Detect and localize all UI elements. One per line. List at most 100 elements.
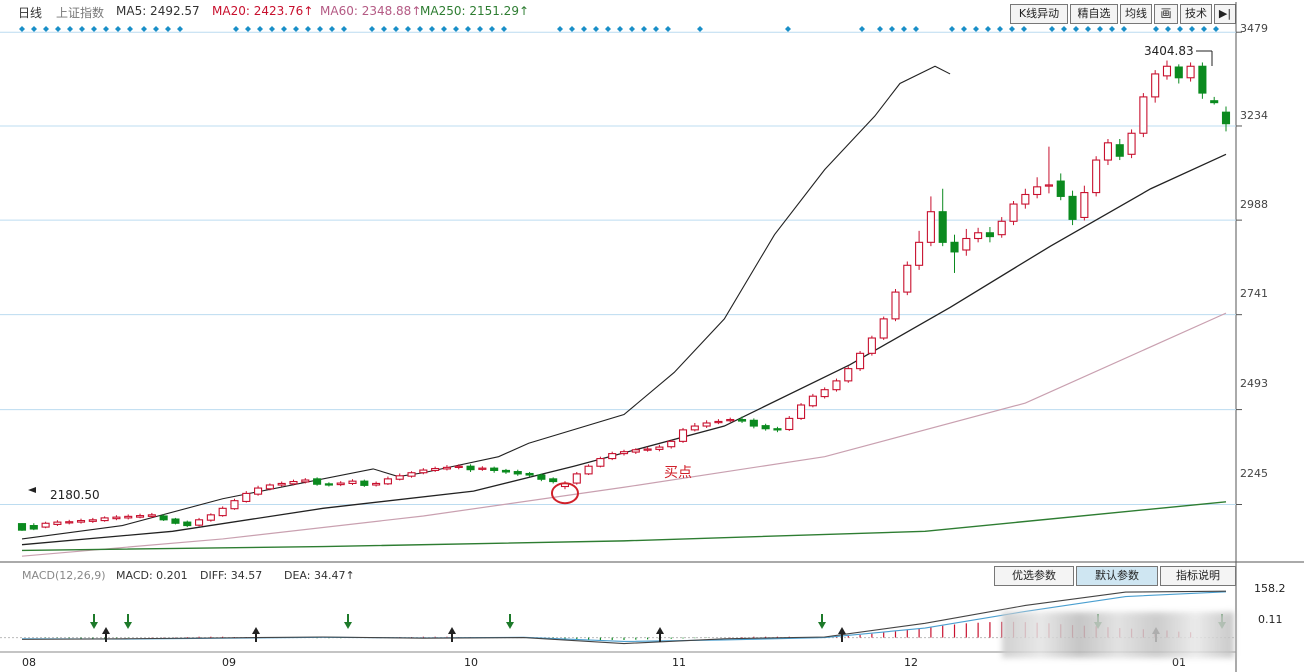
candle-body bbox=[289, 480, 298, 485]
candle bbox=[171, 517, 180, 525]
candle bbox=[1009, 200, 1018, 226]
indicator-help-button[interactable]: 指标说明 bbox=[1160, 566, 1236, 586]
candle-body bbox=[926, 211, 935, 243]
candle-body bbox=[301, 479, 310, 483]
my-watchlist-button[interactable]: 精自选 bbox=[1070, 4, 1118, 24]
signal-dot bbox=[369, 26, 375, 32]
signal-dot bbox=[43, 26, 49, 32]
dea-value: DEA: 34.47↑ bbox=[284, 569, 355, 582]
candle bbox=[797, 403, 806, 420]
candle bbox=[490, 466, 499, 473]
candle-body bbox=[797, 404, 806, 419]
signal-dot bbox=[961, 26, 967, 32]
macd-value: MACD: 0.201 bbox=[116, 569, 188, 582]
signal-dot bbox=[901, 26, 907, 32]
candle bbox=[844, 366, 853, 383]
macd-params: MACD(12,26,9) bbox=[22, 569, 106, 582]
candle-body bbox=[277, 482, 286, 486]
signal-dot bbox=[453, 26, 459, 32]
candle-body bbox=[100, 517, 109, 522]
candle bbox=[655, 444, 664, 452]
x-tick-label: 09 bbox=[222, 656, 236, 669]
candle bbox=[572, 471, 581, 485]
candle bbox=[348, 479, 357, 485]
x-tick-label: 08 bbox=[22, 656, 36, 669]
low-marker-arrow bbox=[28, 487, 36, 493]
signal-dot bbox=[913, 26, 919, 32]
candle-body bbox=[1092, 159, 1101, 194]
candle bbox=[301, 478, 310, 484]
candle-body bbox=[596, 458, 605, 467]
jump-end-button[interactable]: ▶| bbox=[1214, 4, 1236, 24]
optimized-params-button[interactable]: 优选参数 bbox=[994, 566, 1074, 586]
kline-alert-button[interactable]: K线异动 bbox=[1010, 4, 1068, 24]
candle-body bbox=[1033, 186, 1042, 196]
candle-body bbox=[442, 466, 451, 470]
candle-body bbox=[785, 417, 794, 431]
indicator-button[interactable]: 技术 bbox=[1180, 4, 1212, 24]
candle bbox=[631, 448, 640, 454]
signal-dot bbox=[127, 26, 133, 32]
signal-dot bbox=[1097, 26, 1103, 32]
candle bbox=[525, 471, 534, 477]
signal-dot bbox=[465, 26, 471, 32]
candle-body bbox=[242, 492, 251, 502]
ma60-readout: MA60: 2348.88↑ bbox=[320, 4, 422, 18]
candle-body bbox=[230, 500, 239, 510]
candle bbox=[112, 515, 121, 521]
candle-body bbox=[147, 514, 156, 517]
diff-value: DIFF: 34.57 bbox=[200, 569, 263, 582]
candle-body bbox=[1139, 96, 1148, 134]
signal-dot bbox=[1201, 26, 1207, 32]
candle-body bbox=[1210, 100, 1219, 104]
signal-dot bbox=[557, 26, 563, 32]
candle-body bbox=[466, 465, 475, 471]
ma-button[interactable]: 均线 bbox=[1120, 4, 1152, 24]
candle bbox=[265, 483, 274, 491]
signal-dot bbox=[889, 26, 895, 32]
candle bbox=[124, 514, 133, 520]
signal-dot bbox=[973, 26, 979, 32]
low-price-label: 2180.50 bbox=[50, 488, 100, 502]
signal-dot bbox=[405, 26, 411, 32]
candle bbox=[537, 473, 546, 482]
candle bbox=[478, 466, 487, 471]
y-tick-label: 2741 bbox=[1240, 287, 1268, 300]
candle-body bbox=[372, 482, 381, 486]
candle-body bbox=[17, 523, 27, 531]
candle bbox=[820, 387, 829, 399]
signal-dot bbox=[593, 26, 599, 32]
signal-dot bbox=[1009, 26, 1015, 32]
default-params-button[interactable]: 默认参数 bbox=[1076, 566, 1158, 586]
candle-body bbox=[171, 518, 180, 524]
candle bbox=[218, 506, 227, 517]
signal-dot bbox=[393, 26, 399, 32]
candle bbox=[1103, 138, 1113, 166]
signal-dot bbox=[329, 26, 335, 32]
candle-body bbox=[631, 449, 640, 453]
candle bbox=[230, 498, 239, 510]
index-name: 上证指数 bbox=[56, 6, 105, 20]
x-tick-label: 10 bbox=[464, 656, 478, 669]
candle-body bbox=[737, 418, 747, 422]
signal-dot bbox=[1121, 26, 1127, 32]
candle-body bbox=[265, 484, 274, 490]
candle bbox=[726, 417, 735, 423]
candle bbox=[419, 468, 428, 475]
candle-body bbox=[254, 487, 263, 495]
y-tick-label: 2988 bbox=[1240, 198, 1268, 211]
candle-body bbox=[206, 514, 215, 521]
signal-dot bbox=[949, 26, 955, 32]
signal-dot bbox=[91, 26, 97, 32]
ma5-readout: MA5: 2492.57 bbox=[116, 4, 200, 18]
draw-button[interactable]: 画 bbox=[1154, 4, 1178, 24]
signal-dot bbox=[1153, 26, 1159, 32]
buy-signal-arrow-head bbox=[252, 627, 260, 634]
signal-dot bbox=[177, 26, 183, 32]
signal-dot bbox=[55, 26, 61, 32]
candle-body bbox=[53, 521, 62, 525]
signal-dot bbox=[293, 26, 299, 32]
candle bbox=[1056, 173, 1065, 201]
x-tick-label: 01 bbox=[1172, 656, 1186, 669]
